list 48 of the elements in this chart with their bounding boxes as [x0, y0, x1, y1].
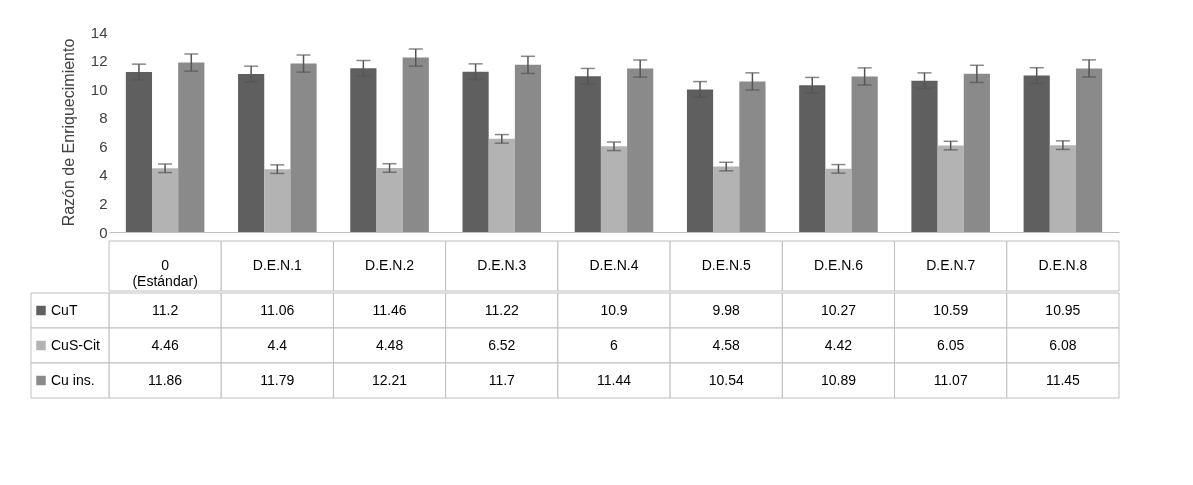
data-label: 4.42 — [824, 336, 853, 353]
data-label: 11.46 — [372, 301, 407, 318]
data-label: 11.7 — [488, 371, 516, 388]
y-tick-label: 10 — [90, 80, 108, 98]
y-tick-label: 4 — [99, 166, 108, 184]
data-label: 10.54 — [708, 371, 744, 388]
data-label: 11.86 — [148, 371, 183, 388]
x-tick-label: D.E.N.2 — [365, 257, 415, 273]
y-tick-label: 8 — [99, 109, 108, 127]
data-label: 10.9 — [600, 301, 628, 318]
y-tick-label: 12 — [90, 52, 108, 70]
y-tick-label: 14 — [90, 23, 108, 41]
data-label: 9.98 — [712, 301, 741, 318]
y-tick-label: 6 — [99, 137, 108, 155]
y-axis-title: Razón de Enriquecimiento — [59, 38, 77, 227]
x-tick-label: D.E.N.4 — [589, 257, 639, 273]
data-label: 10.27 — [820, 301, 857, 318]
data-label: 6.05 — [937, 336, 965, 353]
legend-label: CuS-Cit — [51, 336, 101, 353]
data-label: 11.22 — [484, 301, 519, 318]
y-tick-label: 2 — [99, 194, 108, 212]
data-label: 11.06 — [260, 301, 295, 318]
x-tick-label: D.E.N.7 — [926, 257, 976, 273]
x-tick-label: D.E.N.3 — [477, 257, 527, 273]
data-label: 11.07 — [933, 371, 968, 388]
legend-label: CuT — [51, 301, 78, 318]
x-tick-label: 0 (Estándar) — [132, 257, 198, 289]
data-label: 6.08 — [1049, 336, 1077, 353]
data-label: 4.46 — [151, 336, 179, 353]
data-label: 11.44 — [597, 371, 632, 388]
y-tick-label: 0 — [99, 223, 108, 241]
data-label: 11.45 — [1045, 371, 1081, 388]
data-label: 4.4 — [267, 336, 288, 353]
data-label: 11.2 — [152, 301, 179, 318]
data-label: 12.21 — [372, 371, 408, 388]
data-label: 10.59 — [933, 301, 969, 318]
x-tick-label: D.E.N.1 — [252, 257, 303, 273]
data-label: 11.79 — [260, 371, 295, 388]
x-tick-label: D.E.N.5 — [701, 257, 751, 273]
data-label: 4.58 — [712, 336, 741, 353]
data-label: 4.48 — [375, 336, 404, 353]
data-label: 6.52 — [488, 336, 516, 353]
data-label: 10.89 — [820, 371, 857, 388]
data-label: 6 — [610, 336, 619, 353]
x-tick-label: D.E.N.8 — [1038, 257, 1088, 273]
data-label: 10.95 — [1045, 301, 1081, 318]
legend-label: Cu ins. — [51, 371, 95, 388]
x-tick-label: D.E.N.6 — [813, 257, 864, 273]
